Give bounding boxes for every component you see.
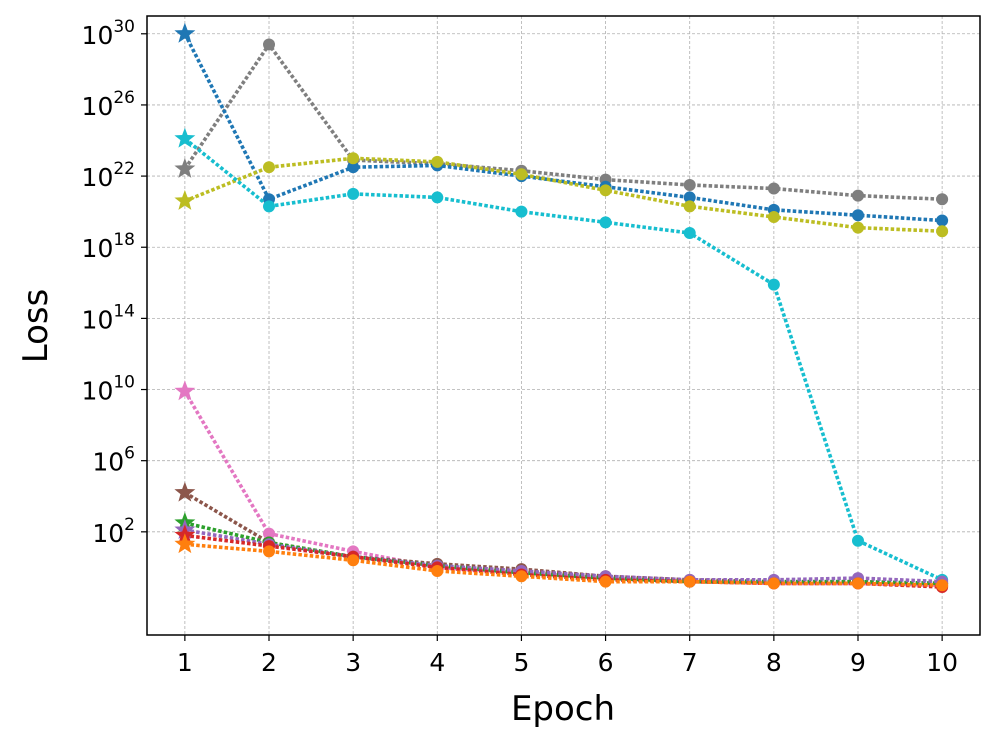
y-tick-label: 102 — [92, 515, 135, 548]
series-cyan-point — [851, 534, 864, 547]
series-olive-line — [184, 156, 943, 234]
x-tick-label: 3 — [345, 648, 361, 677]
series-gray-point — [263, 38, 276, 51]
series-pink-star-marker — [174, 380, 196, 401]
series-gray-star-marker — [174, 157, 196, 178]
series-blue-point — [347, 161, 360, 174]
series-blue-line — [183, 32, 943, 223]
y-tick-label: 1010 — [82, 373, 135, 406]
x-axis-title: Epoch — [511, 689, 615, 729]
x-tick-label: 2 — [261, 648, 277, 677]
series-gray-point — [767, 182, 780, 195]
series-orange-point — [851, 577, 864, 590]
x-tick-label: 4 — [429, 648, 445, 677]
series-blue-point — [851, 209, 864, 222]
y-tick-label: 1026 — [82, 88, 135, 121]
plot-frame — [146, 15, 981, 636]
series-blue-point — [683, 191, 696, 204]
x-tick-label: 9 — [850, 648, 866, 677]
series-olive-point — [599, 184, 612, 197]
series-orange-point — [599, 575, 612, 588]
x-axis: 1 2 3 4 5 6 7 8 9 10 — [177, 635, 958, 677]
x-tick-label: 8 — [766, 648, 782, 677]
series-orange-line — [184, 542, 943, 587]
x-tick-label: 10 — [926, 648, 958, 677]
series-olive-point — [851, 221, 864, 234]
y-axis-title: Loss — [16, 289, 56, 364]
y-tick-label: 1014 — [82, 301, 135, 334]
x-tick-label: 7 — [682, 648, 698, 677]
series-orange-point — [347, 554, 360, 567]
series-brown-star-marker — [174, 481, 196, 502]
series-cyan-point — [599, 216, 612, 229]
series-gray-point — [683, 178, 696, 191]
series-olive-point — [936, 225, 949, 238]
series-olive-point — [431, 155, 444, 168]
series-cyan-point — [515, 205, 528, 218]
y-tick-label: 1030 — [82, 17, 135, 50]
series-orange-star-marker — [174, 533, 196, 554]
series-orange-point — [683, 575, 696, 588]
series-cyan — [174, 127, 949, 586]
series-cyan-point — [431, 191, 444, 204]
series-blue-star-marker — [174, 22, 196, 43]
series-olive-point — [515, 168, 528, 181]
series-olive-star-marker — [174, 189, 196, 210]
series-olive-point — [263, 161, 276, 174]
series-gray-point — [851, 189, 864, 202]
x-tick-label: 1 — [177, 648, 193, 677]
series-cyan-point — [263, 200, 276, 213]
x-tick-label: 5 — [513, 648, 529, 677]
series-cyan-line — [183, 137, 943, 582]
series-pink-point — [263, 527, 276, 540]
series-blue-point — [936, 214, 949, 227]
series-group — [174, 22, 949, 593]
series-olive-point — [347, 152, 360, 165]
y-tick-label: 1018 — [82, 230, 135, 263]
series-olive-point — [767, 210, 780, 223]
series-orange-point — [767, 577, 780, 590]
series-cyan-point — [767, 278, 780, 291]
x-tick-label: 6 — [598, 648, 614, 677]
series-cyan-star-marker — [174, 127, 196, 148]
series-orange-point — [263, 545, 276, 558]
series-orange-point — [431, 564, 444, 577]
series-cyan-point — [347, 187, 360, 200]
y-axis: 102 106 1010 1014 1018 1022 1026 1030 — [82, 17, 147, 548]
series-olive-point — [683, 200, 696, 213]
series-orange — [174, 533, 949, 592]
series-cyan-point — [683, 227, 696, 240]
series-gray-point — [936, 193, 949, 206]
series-orange-point — [515, 570, 528, 583]
y-tick-label: 1022 — [82, 159, 135, 192]
series-olive — [174, 152, 949, 238]
y-tick-label: 106 — [92, 444, 135, 477]
series-orange-point — [936, 579, 949, 592]
series-gray-line — [183, 41, 943, 202]
